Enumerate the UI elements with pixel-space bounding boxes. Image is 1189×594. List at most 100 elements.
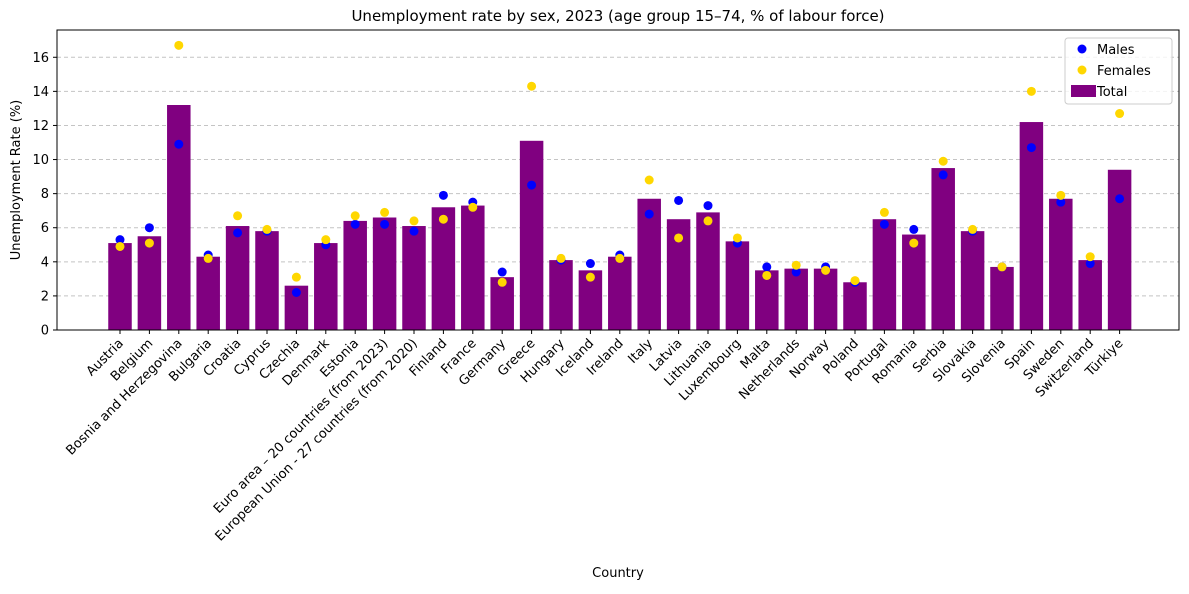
legend-marker-males <box>1077 44 1087 54</box>
bar-total <box>1078 260 1102 330</box>
bar-total <box>284 285 309 330</box>
y-tick-label: 14 <box>32 85 49 100</box>
bar-total <box>578 270 603 330</box>
marker-males <box>144 223 154 233</box>
marker-females <box>879 207 889 217</box>
marker-males <box>644 209 654 219</box>
marker-females <box>850 276 860 286</box>
legend-swatch-total <box>1071 85 1096 97</box>
x-tick-label: Bosnia and Herzegovina <box>63 336 185 458</box>
bar-total <box>872 219 897 330</box>
marker-females <box>732 233 742 243</box>
x-axis-label: Country <box>592 566 644 581</box>
marker-females <box>791 260 801 270</box>
chart-title: Unemployment rate by sex, 2023 (age grou… <box>351 7 884 25</box>
bar-total <box>960 231 985 330</box>
bar-total <box>343 220 367 330</box>
bar-total <box>1049 198 1073 330</box>
bar-total <box>490 277 514 330</box>
bar-total <box>1019 122 1044 330</box>
bar-total <box>666 219 691 330</box>
bar-total <box>1107 169 1132 330</box>
marker-males <box>233 228 243 238</box>
marker-males <box>1085 259 1095 269</box>
marker-females <box>291 272 301 282</box>
marker-males <box>438 190 448 200</box>
marker-females <box>262 224 272 234</box>
marker-males <box>409 226 419 236</box>
marker-males <box>1056 197 1066 207</box>
bar-total <box>167 105 191 330</box>
marker-females <box>527 81 537 91</box>
y-tick-label: 6 <box>41 221 49 236</box>
bar-total <box>402 226 426 330</box>
marker-females <box>115 241 125 251</box>
legend-marker-females <box>1077 65 1087 75</box>
y-tick-label: 0 <box>41 324 49 339</box>
marker-females <box>703 216 713 226</box>
bar-total <box>784 268 808 330</box>
y-axis-label: Unemployment Rate (%) <box>9 100 24 261</box>
bar-total <box>902 234 926 330</box>
marker-males <box>380 219 390 229</box>
marker-males <box>674 195 684 205</box>
marker-females <box>497 277 507 287</box>
total-bars <box>108 105 1132 330</box>
bar-total <box>431 207 456 330</box>
marker-females <box>203 253 213 263</box>
bar-total <box>931 168 955 330</box>
marker-females <box>1085 252 1095 262</box>
marker-males <box>909 224 919 234</box>
y-tick-label: 10 <box>32 153 49 168</box>
bar-total <box>519 140 544 330</box>
marker-males <box>703 201 713 211</box>
y-tick-label: 2 <box>41 289 49 304</box>
marker-females <box>438 214 448 224</box>
bar-total <box>372 217 397 330</box>
y-tick-label: 12 <box>32 119 49 134</box>
marker-males <box>527 180 537 190</box>
marker-males <box>879 219 889 229</box>
marker-females <box>380 207 390 217</box>
marker-males <box>585 259 595 269</box>
bar-total <box>637 198 661 330</box>
marker-females <box>174 40 184 50</box>
y-tick-label: 4 <box>41 255 49 270</box>
bar-total <box>225 226 250 330</box>
bar-total <box>549 260 573 330</box>
marker-males <box>174 139 184 149</box>
marker-males <box>115 235 125 245</box>
marker-males <box>291 288 301 297</box>
marker-females <box>1056 190 1066 200</box>
marker-males <box>497 267 507 277</box>
bar-total <box>196 256 220 330</box>
marker-females <box>1026 86 1036 96</box>
chart-legend: Males Females Total <box>1064 37 1173 105</box>
sex-markers <box>115 40 1125 297</box>
marker-females <box>144 238 154 248</box>
marker-females <box>997 262 1007 272</box>
marker-females <box>321 235 331 245</box>
y-tick-label: 16 <box>32 51 49 66</box>
marker-males <box>791 267 801 277</box>
marker-females <box>1115 109 1125 119</box>
marker-females <box>938 156 948 166</box>
bar-total <box>755 270 779 330</box>
marker-females <box>350 211 360 221</box>
marker-males <box>1115 194 1125 204</box>
bar-total <box>843 282 867 330</box>
marker-females <box>615 253 625 263</box>
marker-females <box>556 253 566 263</box>
marker-females <box>762 270 772 280</box>
marker-females <box>674 233 684 243</box>
marker-females <box>968 224 978 234</box>
marker-females <box>409 216 419 226</box>
bar-total <box>137 236 162 330</box>
bar-total <box>813 268 838 330</box>
marker-females <box>468 202 478 212</box>
plot-frame <box>56 29 1180 331</box>
bar-total <box>255 231 279 330</box>
marker-males <box>350 219 360 229</box>
